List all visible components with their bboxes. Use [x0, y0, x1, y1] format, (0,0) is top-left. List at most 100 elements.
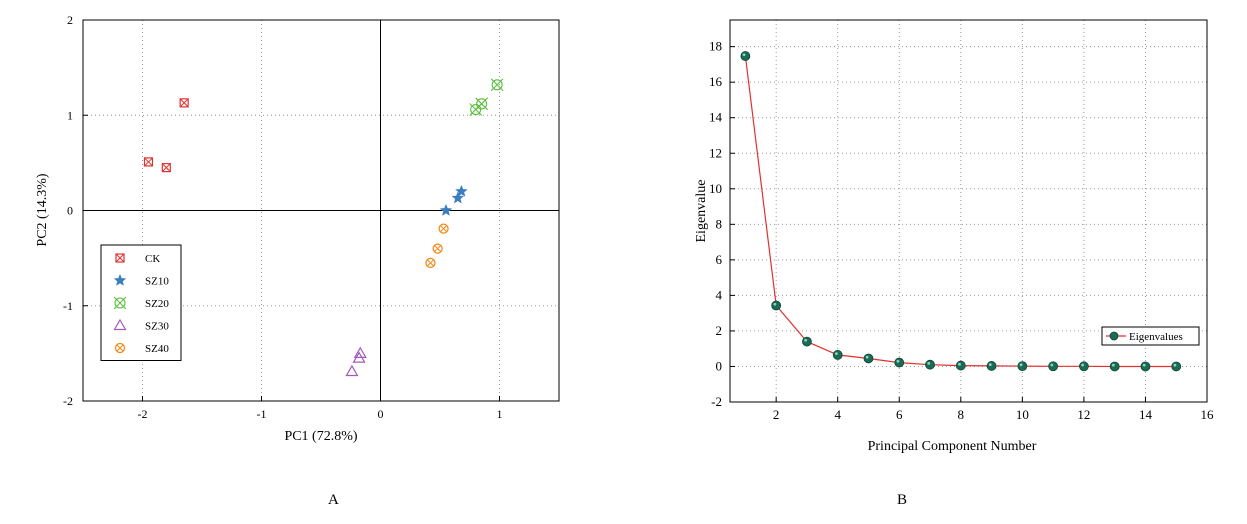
y-tick-label: 12	[709, 145, 722, 160]
point-sz20	[490, 78, 504, 92]
eigenvalue-point-highlight	[773, 302, 777, 306]
legend-marker-sz40	[114, 342, 126, 354]
eigenvalue-line	[744, 56, 1177, 368]
zero-lines	[83, 20, 559, 401]
panel-label-a: A	[328, 492, 339, 508]
point-sz10	[439, 203, 453, 216]
grid-lines	[83, 20, 559, 401]
eigenvalue-point	[863, 353, 874, 364]
x-tick-label: 2	[773, 407, 780, 422]
y-tick-label: 1	[67, 108, 73, 122]
point-sz30	[353, 346, 367, 358]
eigenvalue-point-highlight	[1081, 363, 1085, 367]
point-sz30	[345, 364, 359, 377]
legend-label: CK	[145, 253, 160, 265]
x-axis-title: PC1 (72.8%)	[284, 429, 357, 444]
eigenvalue-point	[986, 361, 997, 371]
y-tick-label: 0	[716, 358, 723, 373]
eigenvalue-point-highlight	[865, 355, 869, 359]
point-sz20	[475, 97, 489, 111]
x-tick-label: -2	[138, 407, 148, 421]
x-tick-label: 8	[958, 407, 965, 422]
eigenvalue-point	[1171, 361, 1182, 372]
eigenvalue-point-highlight	[835, 352, 838, 356]
y-tick-label: -2	[711, 394, 722, 409]
y-tick-label: 14	[709, 110, 723, 125]
x-tick-label: 12	[1077, 407, 1090, 422]
y-tick-label: 16	[709, 74, 723, 89]
eigenvalue-point	[832, 350, 843, 360]
eigenvalue-point-highlight	[1142, 363, 1146, 367]
legend-marker	[1109, 331, 1119, 341]
y-tick-label: 10	[709, 181, 722, 196]
eigenvalue-point-highlight	[896, 359, 900, 363]
point-sz10	[455, 184, 468, 197]
x-tick-label: 0	[378, 407, 384, 421]
data-points	[143, 78, 504, 377]
legend: CK SZ10 SZ20 SZ30 SZ40	[100, 244, 182, 361]
panel-label-b: B	[897, 492, 908, 508]
legend-label: SZ20	[145, 298, 169, 310]
x-tick-label: 16	[1201, 407, 1215, 422]
point-ck	[179, 98, 189, 108]
eigenvalue-point	[1079, 361, 1089, 372]
eigenvalue-point	[1017, 361, 1028, 372]
eigenvalue-point	[740, 51, 751, 61]
y-axis-title: Eigenvalue	[694, 180, 709, 243]
x-tick-label: 4	[834, 407, 841, 422]
x-tick-label: 1	[497, 407, 503, 421]
point-sz10	[451, 191, 465, 204]
eigenvalue-point	[802, 336, 812, 347]
axis-ticks: -2 -1 0 1 -2 -1 0 1 2	[63, 13, 503, 421]
y-tick-label: -2	[63, 394, 73, 408]
legend-marker-ck	[115, 253, 125, 263]
legend-label: SZ40	[145, 343, 169, 355]
legend-box	[100, 244, 182, 361]
axis-ticks: 2 4 6 8 10 12 14 16 -2 0 2 4 6 8 10 12 14 16 18	[709, 39, 1214, 422]
legend-label: Eigenvalues	[1129, 331, 1183, 343]
legend-label: SZ30	[145, 321, 169, 333]
point-sz40	[432, 243, 443, 254]
point-ck	[161, 163, 171, 173]
legend-label: SZ10	[145, 276, 169, 288]
y-tick-label: 6	[716, 252, 723, 267]
eigenvalue-point-highlight	[988, 363, 992, 367]
legend-box	[1101, 326, 1200, 346]
eigenvalue-point-highlight	[742, 53, 746, 57]
y-tick-label: 2	[716, 323, 723, 338]
y-tick-label: 0	[67, 204, 73, 218]
eigenvalue-point-highlight	[1111, 363, 1115, 367]
x-tick-label: 6	[896, 407, 903, 422]
legend-marker-sz30	[113, 318, 127, 331]
x-axis-title: Principal Component Number	[868, 439, 1037, 454]
plot-frame	[729, 19, 1208, 403]
eigenvalue-point-highlight	[1173, 363, 1177, 367]
eigenvalue-point-highlight	[804, 338, 808, 342]
eigenvalue-point	[1140, 361, 1151, 372]
pca-scatter-chart: -2 -1 0 1 -2 -1 0 1 2 CK SZ10 SZ20 SZ30 SZ40 PC1 (72…	[35, 13, 560, 444]
eigenvalue-point	[925, 359, 935, 370]
y-axis-title: PC2 (14.3%)	[35, 173, 50, 246]
y-tick-label: 2	[67, 13, 73, 27]
x-tick-label: 14	[1139, 407, 1153, 422]
x-tick-label: 10	[1016, 407, 1029, 422]
scree-plot-chart: 2 4 6 8 10 12 14 16 -2 0 2 4 6 8 10 12 14 16 18 Eigenvalue…	[694, 19, 1214, 454]
eigenvalue-point	[1048, 361, 1059, 372]
eigenvalue-series	[740, 51, 1182, 372]
y-tick-label: -1	[63, 299, 73, 313]
x-tick-label: -1	[257, 407, 267, 421]
eigenvalue-point	[955, 360, 966, 371]
legend-marker-sz20	[113, 296, 127, 310]
eigenvalue-point-highlight	[958, 362, 961, 366]
y-tick-label: 4	[716, 287, 723, 302]
legend-marker-sz10	[113, 273, 127, 286]
eigenvalue-point	[771, 300, 782, 311]
eigenvalue-point-highlight	[1019, 363, 1023, 367]
eigenvalue-point	[894, 357, 905, 368]
eigenvalue-point-highlight	[1050, 363, 1054, 367]
point-sz40	[425, 257, 436, 269]
legend: Eigenvalues	[1101, 326, 1200, 346]
eigenvalue-point-highlight	[927, 361, 931, 365]
point-sz40	[438, 223, 449, 234]
y-tick-label: 18	[709, 39, 722, 54]
